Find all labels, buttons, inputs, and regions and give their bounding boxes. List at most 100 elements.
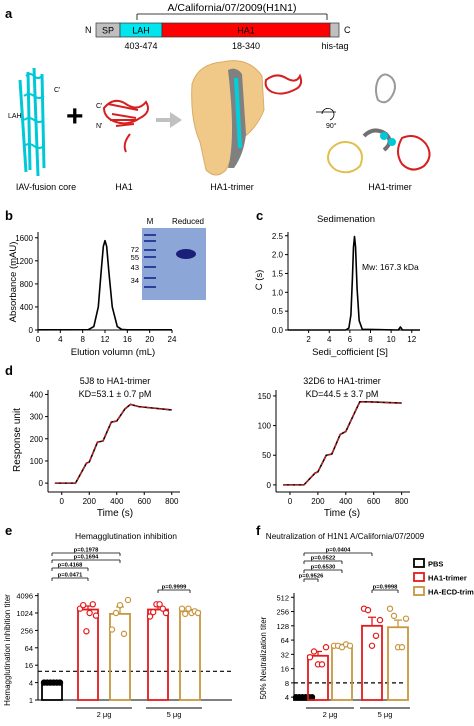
chart-c: 2 4 6 8 10 12 0.0 0.5 1.0 1.5 2.0 2.5: [272, 232, 420, 344]
y-tick-label: 256: [276, 608, 289, 617]
panel-label-e: e: [5, 523, 12, 538]
chart-f-ylabel: 50% Neutralization titer: [259, 616, 268, 699]
series-line-0: [288, 235, 420, 331]
x-tick-label: 4: [58, 335, 63, 344]
x-tick-label: 6: [348, 335, 353, 344]
y-tick-label: 150: [258, 392, 272, 401]
y-tick-label: 200: [30, 435, 44, 444]
y-tick-label: 4096: [16, 592, 33, 601]
legend-label: PBS: [428, 560, 443, 569]
gel-lane-label: Reduced: [172, 217, 204, 226]
chart-d2-subtitle: KD=44.5 ± 3.7 pM: [306, 389, 379, 399]
data-point: [322, 644, 330, 651]
chart-e: 1 4 16 64 256 1024 4096 2 μg 5 μg p=0.1978p=0.169…: [16, 548, 232, 719]
y-tick-label: 0.5: [272, 307, 284, 316]
construct-sp-label: SP: [102, 26, 114, 36]
rotation-label: 90°: [326, 122, 337, 130]
data-point: [108, 626, 116, 633]
data-point: [89, 601, 97, 608]
chart-d2-title: 32D6 to HA1-trimer: [303, 376, 381, 386]
data-point: [124, 596, 132, 604]
ha1-c-mark: C': [96, 103, 102, 110]
chart-b-xlabel: Elution volumn (mL): [71, 347, 155, 358]
x-tick-label: 0: [288, 497, 293, 506]
y-tick-label: 0.0: [272, 326, 284, 335]
x-tick-label: 600: [367, 497, 381, 506]
y-tick-label: 4: [285, 693, 289, 702]
bar-3: [147, 608, 169, 701]
pvalue-label: p=0.4168: [58, 563, 83, 569]
y-tick-label: 50: [262, 451, 271, 460]
x-tick-label: 20: [145, 335, 154, 344]
data-point: [149, 608, 157, 616]
legend-label: HA1-trimer: [428, 574, 467, 583]
x-tick-label: 200: [311, 497, 325, 506]
gel-marker-bands: [144, 234, 156, 288]
pvalue-label: p=0.1694: [74, 555, 99, 561]
panel-f: f Neutralization of H1N1 A/California/07…: [256, 523, 474, 719]
y-tick-label: 0: [29, 326, 34, 335]
y-tick-label: 1.0: [272, 288, 284, 297]
chart-d1-xlabel: Time (s): [97, 508, 133, 519]
panel-label-a: a: [5, 6, 13, 21]
y-tick-label: 100: [258, 422, 272, 431]
x-tick-label: 200: [83, 497, 97, 506]
chart-f-title: Neutralization of H1N1 A/California/07/2…: [266, 532, 425, 541]
x-tick-label: 0: [36, 335, 41, 344]
data-point: [178, 605, 186, 612]
data-point: [390, 612, 398, 620]
data-point: [318, 661, 326, 668]
pvalue-label: p=0.1978: [74, 548, 99, 554]
y-tick-label: 400: [20, 303, 34, 312]
x-tick-label: 400: [110, 497, 124, 506]
series-line-0: [54, 403, 172, 484]
x-tick-label: 0: [60, 497, 65, 506]
panel-b: b Absorbance (mAU) Elution volumn (mL) 0…: [5, 208, 206, 358]
chart-c-ylabel: C (s): [254, 270, 265, 291]
rotation-icon: [321, 108, 335, 121]
chart-d1-subtitle: KD=53.1 ± 0.7 pM: [79, 389, 152, 399]
bar-2: [331, 644, 353, 701]
pvalue-label: p=0.0471: [58, 573, 83, 579]
fusion-core-illustration: [18, 67, 46, 177]
data-point: [162, 609, 170, 617]
data-point: [398, 644, 406, 651]
y-tick-label: 1200: [15, 257, 33, 266]
series-line-0: [282, 401, 402, 486]
chart-e-title: Hemagglutination inhibition: [75, 531, 177, 541]
x-tick-label: 24: [168, 335, 177, 344]
pvalue-label: p=0.0522: [311, 556, 336, 562]
range-ha1: 18-340: [232, 41, 260, 51]
ha1-illustration: [102, 99, 149, 153]
x-tick-label: 16: [123, 335, 132, 344]
pvalue-label: p=0.9998: [373, 585, 398, 591]
data-point: [86, 609, 93, 617]
data-point: [310, 648, 318, 655]
construct-diagram: A/California/07/2009(H1N1) N SP LAH HA1 …: [85, 2, 351, 51]
chart-b: 0 4 8 12 16 20 24 0 400 800 1200 1600: [15, 232, 177, 344]
legend-swatch: [413, 572, 425, 582]
chart-f: 4 8 16 32 64 128 256 512 2 μg 5 μg p=0.0404 p=0.052…: [276, 548, 474, 720]
chart-c-xlabel: Sedi_cofficient [S]: [312, 347, 388, 358]
fusion-core-lah-mark: LAH: [8, 113, 22, 120]
bar-4: [179, 610, 201, 701]
chart-c-title: Sedimenation: [317, 214, 375, 225]
x-tick-label: 12: [101, 335, 110, 344]
x-tick-label: 800: [395, 497, 409, 506]
chart-d2-xlabel: Time (s): [324, 508, 360, 519]
ha1-label: HA1: [115, 182, 133, 192]
data-point: [185, 605, 192, 612]
y-tick-label: 0: [39, 479, 44, 488]
legend-swatch: [413, 558, 425, 568]
construct-c-terminal: C: [344, 25, 351, 35]
y-tick-label: 256: [20, 626, 33, 635]
gel-kda-72: 72: [131, 245, 139, 254]
data-point: [386, 605, 394, 612]
y-tick-label: 32: [281, 650, 289, 659]
x-tick-label: 10: [387, 335, 396, 344]
dose-label: 5 μg: [378, 710, 393, 719]
y-tick-label: 1.5: [272, 269, 284, 278]
dose-label: 2 μg: [97, 710, 112, 719]
data-point: [402, 615, 410, 622]
gel-kda-55: 55: [131, 253, 139, 262]
